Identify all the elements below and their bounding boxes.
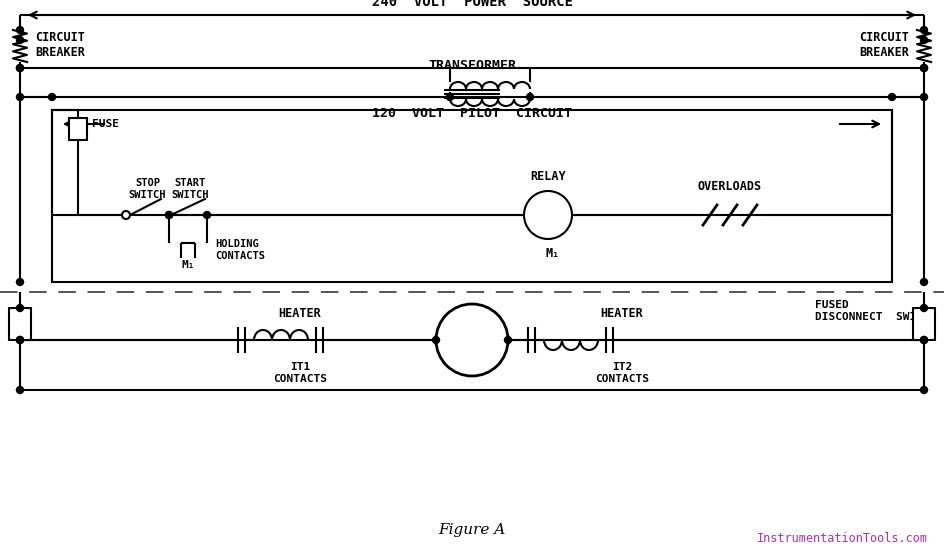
Circle shape — [16, 337, 24, 344]
Circle shape — [48, 94, 56, 101]
Circle shape — [432, 337, 440, 344]
Text: HEATER: HEATER — [278, 307, 321, 320]
Circle shape — [920, 305, 928, 311]
Circle shape — [920, 26, 928, 34]
Text: 240  VOLT  POWER  SOURCE: 240 VOLT POWER SOURCE — [372, 0, 572, 9]
Circle shape — [920, 64, 928, 72]
Text: FUSE: FUSE — [92, 119, 119, 129]
Circle shape — [165, 212, 173, 218]
Text: M₁: M₁ — [546, 247, 560, 260]
Circle shape — [16, 337, 24, 344]
Text: HEATER: HEATER — [600, 307, 644, 320]
Text: START
SWITCH: START SWITCH — [171, 178, 209, 200]
Circle shape — [122, 211, 130, 219]
Text: IT2
CONTACTS: IT2 CONTACTS — [595, 362, 649, 383]
Text: IT1
CONTACTS: IT1 CONTACTS — [273, 362, 327, 383]
Circle shape — [16, 94, 24, 101]
Text: InstrumentationTools.com: InstrumentationTools.com — [757, 531, 928, 544]
Circle shape — [16, 64, 24, 72]
Text: HOLDING
CONTACTS: HOLDING CONTACTS — [215, 239, 265, 261]
Circle shape — [920, 94, 928, 101]
Text: M₁: M₁ — [181, 260, 194, 270]
Circle shape — [16, 36, 24, 43]
Text: CIRCUIT
BREAKER: CIRCUIT BREAKER — [35, 31, 85, 59]
Bar — [913, 308, 935, 340]
Circle shape — [920, 337, 928, 344]
Bar — [9, 308, 31, 340]
Text: STOP
SWITCH: STOP SWITCH — [128, 178, 166, 200]
Circle shape — [920, 36, 928, 43]
Circle shape — [436, 304, 508, 376]
Circle shape — [524, 191, 572, 239]
Circle shape — [920, 387, 928, 393]
Text: 120  VOLT  PILOT  CIRCUIT: 120 VOLT PILOT CIRCUIT — [372, 107, 572, 120]
Text: CIRCUIT
BREAKER: CIRCUIT BREAKER — [859, 31, 909, 59]
Text: RELAY: RELAY — [531, 170, 565, 183]
Circle shape — [527, 94, 533, 101]
Circle shape — [447, 94, 453, 101]
Circle shape — [888, 94, 896, 101]
Circle shape — [165, 212, 173, 218]
Circle shape — [920, 64, 928, 72]
Bar — [69, 118, 87, 140]
Text: Figure A: Figure A — [438, 523, 506, 537]
Text: FUSED
DISCONNECT  SWITCH: FUSED DISCONNECT SWITCH — [815, 300, 936, 322]
Text: OVERLOADS: OVERLOADS — [698, 180, 762, 193]
Text: TRANSFORMER: TRANSFORMER — [428, 59, 516, 72]
Bar — [52, 110, 892, 282]
Text: MOTOR: MOTOR — [453, 333, 491, 346]
Circle shape — [920, 278, 928, 285]
Circle shape — [16, 387, 24, 393]
Circle shape — [204, 212, 211, 218]
Circle shape — [920, 337, 928, 344]
Circle shape — [504, 337, 512, 344]
Circle shape — [16, 278, 24, 285]
Circle shape — [16, 64, 24, 72]
Circle shape — [16, 305, 24, 311]
Circle shape — [16, 26, 24, 34]
